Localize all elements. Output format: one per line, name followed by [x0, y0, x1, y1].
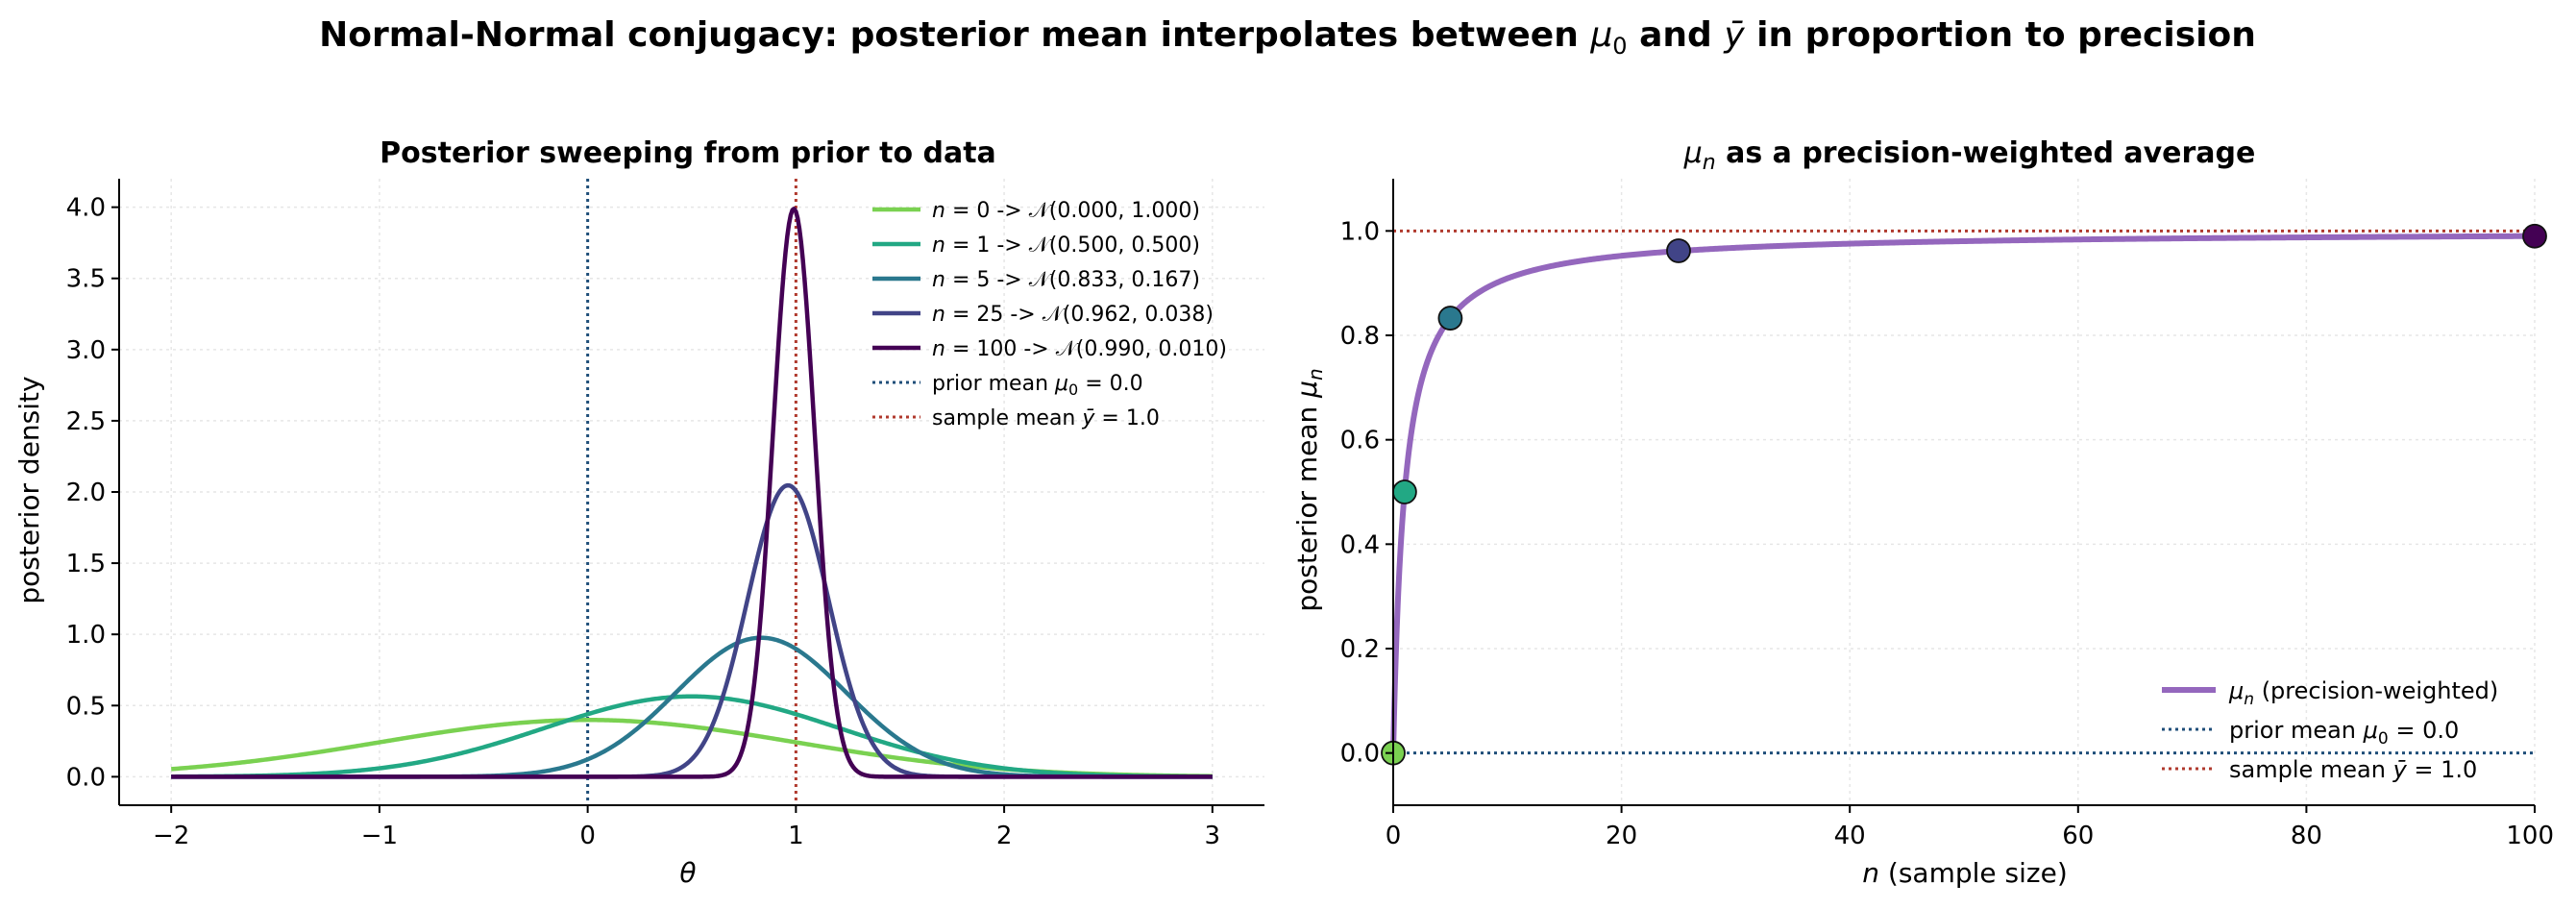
left-ytick-label-6: 3.0 [66, 336, 106, 365]
left-legend-n-3: n [932, 303, 945, 327]
right-mu-curve [1390, 233, 2536, 756]
right-ylabel: posterior mean μn [1291, 368, 1327, 611]
left-legend: n = 0 -> 𝒩(0.000, 1.000)n = 1 -> 𝒩(0.500… [872, 199, 1227, 430]
left-legend-ref-sym-0: μ [1054, 372, 1068, 396]
left-series-line-4 [170, 207, 1214, 779]
right-ytick-label-5: 1.0 [1340, 217, 1380, 246]
right-legend-ref-sub-0: 0 [2378, 729, 2389, 749]
right-ytick-label-1: 0.2 [1340, 635, 1380, 664]
left-legend-eq-2: = 5 -> [945, 268, 1029, 292]
left-ytick-label-3: 1.5 [66, 550, 106, 578]
right-axes [1392, 179, 2535, 806]
right-panel-title: μn as a precision-weighted average [1683, 136, 2256, 175]
right-legend-ref-label-1: sample mean ȳ = 1.0 [2229, 756, 2477, 783]
left-legend-label-3: n = 25 -> 𝒩(0.962, 0.038) [932, 303, 1214, 327]
right-legend-ref-label-0: prior mean μ0 = 0.0 [2229, 717, 2459, 749]
left-ytick-label-8: 4.0 [66, 194, 106, 223]
right-legend-curve-label: μn (precision-weighted) [2228, 677, 2498, 709]
figure-suptitle: Normal-Normal conjugacy: posterior mean … [319, 15, 2256, 60]
left-xtick-label-5: 3 [1205, 822, 1221, 850]
right-legend-curve-sym: μ [2228, 677, 2244, 704]
left-series-line-2 [170, 635, 1214, 779]
right-legend-ref-b-1: = 1.0 [2407, 756, 2478, 783]
right-point-3 [1666, 238, 1691, 263]
left-series-line-1 [170, 694, 1214, 779]
right-legend-curve-rest: (precision-weighted) [2254, 677, 2498, 704]
right-legend-ref-a-0: prior mean [2229, 717, 2364, 744]
left-legend-ref-label-1: sample mean ȳ = 1.0 [932, 406, 1160, 430]
right-point-1 [1391, 479, 1417, 504]
left-legend-eq-0: = 0 -> [945, 199, 1029, 223]
left-legend-ref-a-0: prior mean [932, 372, 1055, 396]
right-grid [1392, 179, 2536, 805]
left-ytick-label-0: 0.0 [66, 763, 106, 792]
left-legend-ref-sym-1: ȳ [1081, 406, 1095, 430]
left-xtick-label-0: −2 [153, 822, 189, 850]
right-xtick-label-2: 40 [1834, 822, 1866, 850]
left-xtick-label-4: 2 [996, 822, 1013, 850]
left-ylabel: posterior density [13, 376, 45, 603]
left-legend-ref-a-1: sample mean [932, 406, 1082, 430]
right-legend-ref-sym-1: ȳ [2392, 756, 2408, 783]
left-legend-n-2: n [932, 268, 945, 292]
right-legend-ref-b-0: = 0.0 [2389, 717, 2460, 744]
left-legend-label-0: n = 0 -> 𝒩(0.000, 1.000) [932, 199, 1200, 223]
right-legend-ref-sym-0: μ [2363, 717, 2378, 744]
left-legend-ref-b-0: = 0.0 [1078, 372, 1142, 396]
left-legend-dist-0: 𝒩(0.000, 1.000) [1029, 199, 1200, 223]
right-ytick-label-3: 0.6 [1340, 427, 1380, 455]
right-legend-ref-a-1: sample mean [2229, 756, 2393, 783]
left-xtick-label-3: 1 [788, 822, 804, 850]
right-xtick-label-3: 60 [2062, 822, 2094, 850]
left-ytick-label-4: 2.0 [66, 479, 106, 507]
right-ytick-label-2: 0.4 [1340, 530, 1380, 559]
left-grid [119, 179, 1264, 805]
right-curve-group [1390, 233, 2536, 756]
right-ytick-label-0: 0.0 [1340, 740, 1380, 769]
left-legend-dist-1: 𝒩(0.500, 0.500) [1029, 233, 1200, 258]
left-series [170, 207, 1214, 779]
left-legend-dist-3: 𝒩(0.962, 0.038) [1043, 303, 1214, 327]
right-ytick-label-4: 0.8 [1340, 322, 1380, 351]
left-series-line-3 [170, 482, 1214, 779]
left-legend-label-1: n = 1 -> 𝒩(0.500, 0.500) [932, 233, 1200, 258]
right-xlabel: n (sample size) [1862, 857, 2068, 889]
right-xtick-label-4: 80 [2291, 822, 2322, 850]
left-legend-ref-sub-0: 0 [1068, 381, 1078, 399]
left-legend-dist-2: 𝒩(0.833, 0.167) [1029, 268, 1200, 292]
left-panel: Posterior sweeping from prior to data −2… [13, 136, 1264, 889]
left-legend-n-1: n [932, 233, 945, 258]
left-ticks: −2 −1 0 1 2 3 0.0 0.5 1.0 1.5 2.0 2.5 3.0 3.5 4.0 [66, 194, 1220, 850]
right-panel: μn as a precision-weighted average 0 20 40… [1291, 136, 2554, 889]
left-legend-label-4: n = 100 -> 𝒩(0.990, 0.010) [932, 337, 1227, 361]
left-xtick-label-1: −1 [361, 822, 398, 850]
left-xlabel: θ [679, 857, 696, 889]
left-legend-label-2: n = 5 -> 𝒩(0.833, 0.167) [932, 268, 1200, 292]
left-legend-n-0: n [932, 199, 945, 223]
left-legend-n-4: n [932, 337, 945, 361]
left-ytick-label-1: 0.5 [66, 692, 106, 721]
left-legend-dist-4: 𝒩(0.990, 0.010) [1056, 337, 1227, 361]
right-ticks: 0 20 40 60 80 100 0.0 0.2 0.4 0.6 0.8 1.0 [1340, 217, 2554, 850]
right-point-4 [2522, 223, 2547, 249]
right-legend-curve-sub: n [2244, 690, 2254, 709]
right-point-2 [1437, 306, 1463, 331]
left-ytick-label-2: 1.0 [66, 621, 106, 650]
right-xtick-label-5: 100 [2506, 822, 2554, 850]
left-series-line-0 [170, 718, 1214, 778]
right-legend: μn (precision-weighted)prior mean μ0 = 0… [2162, 677, 2498, 783]
left-legend-eq-1: = 1 -> [945, 233, 1029, 258]
left-legend-ref-b-1: = 1.0 [1094, 406, 1159, 430]
left-legend-ref-label-0: prior mean μ0 = 0.0 [932, 372, 1143, 399]
left-legend-eq-4: = 100 -> [945, 337, 1056, 361]
left-ytick-label-7: 3.5 [66, 265, 106, 294]
left-legend-eq-3: = 25 -> [945, 303, 1043, 327]
right-xtick-label-0: 0 [1386, 822, 1402, 850]
left-panel-title: Posterior sweeping from prior to data [380, 136, 996, 170]
right-reference-lines [1393, 229, 2535, 755]
right-xtick-label-1: 20 [1606, 822, 1637, 850]
left-ytick-label-5: 2.5 [66, 407, 106, 436]
left-xtick-label-2: 0 [579, 822, 596, 850]
